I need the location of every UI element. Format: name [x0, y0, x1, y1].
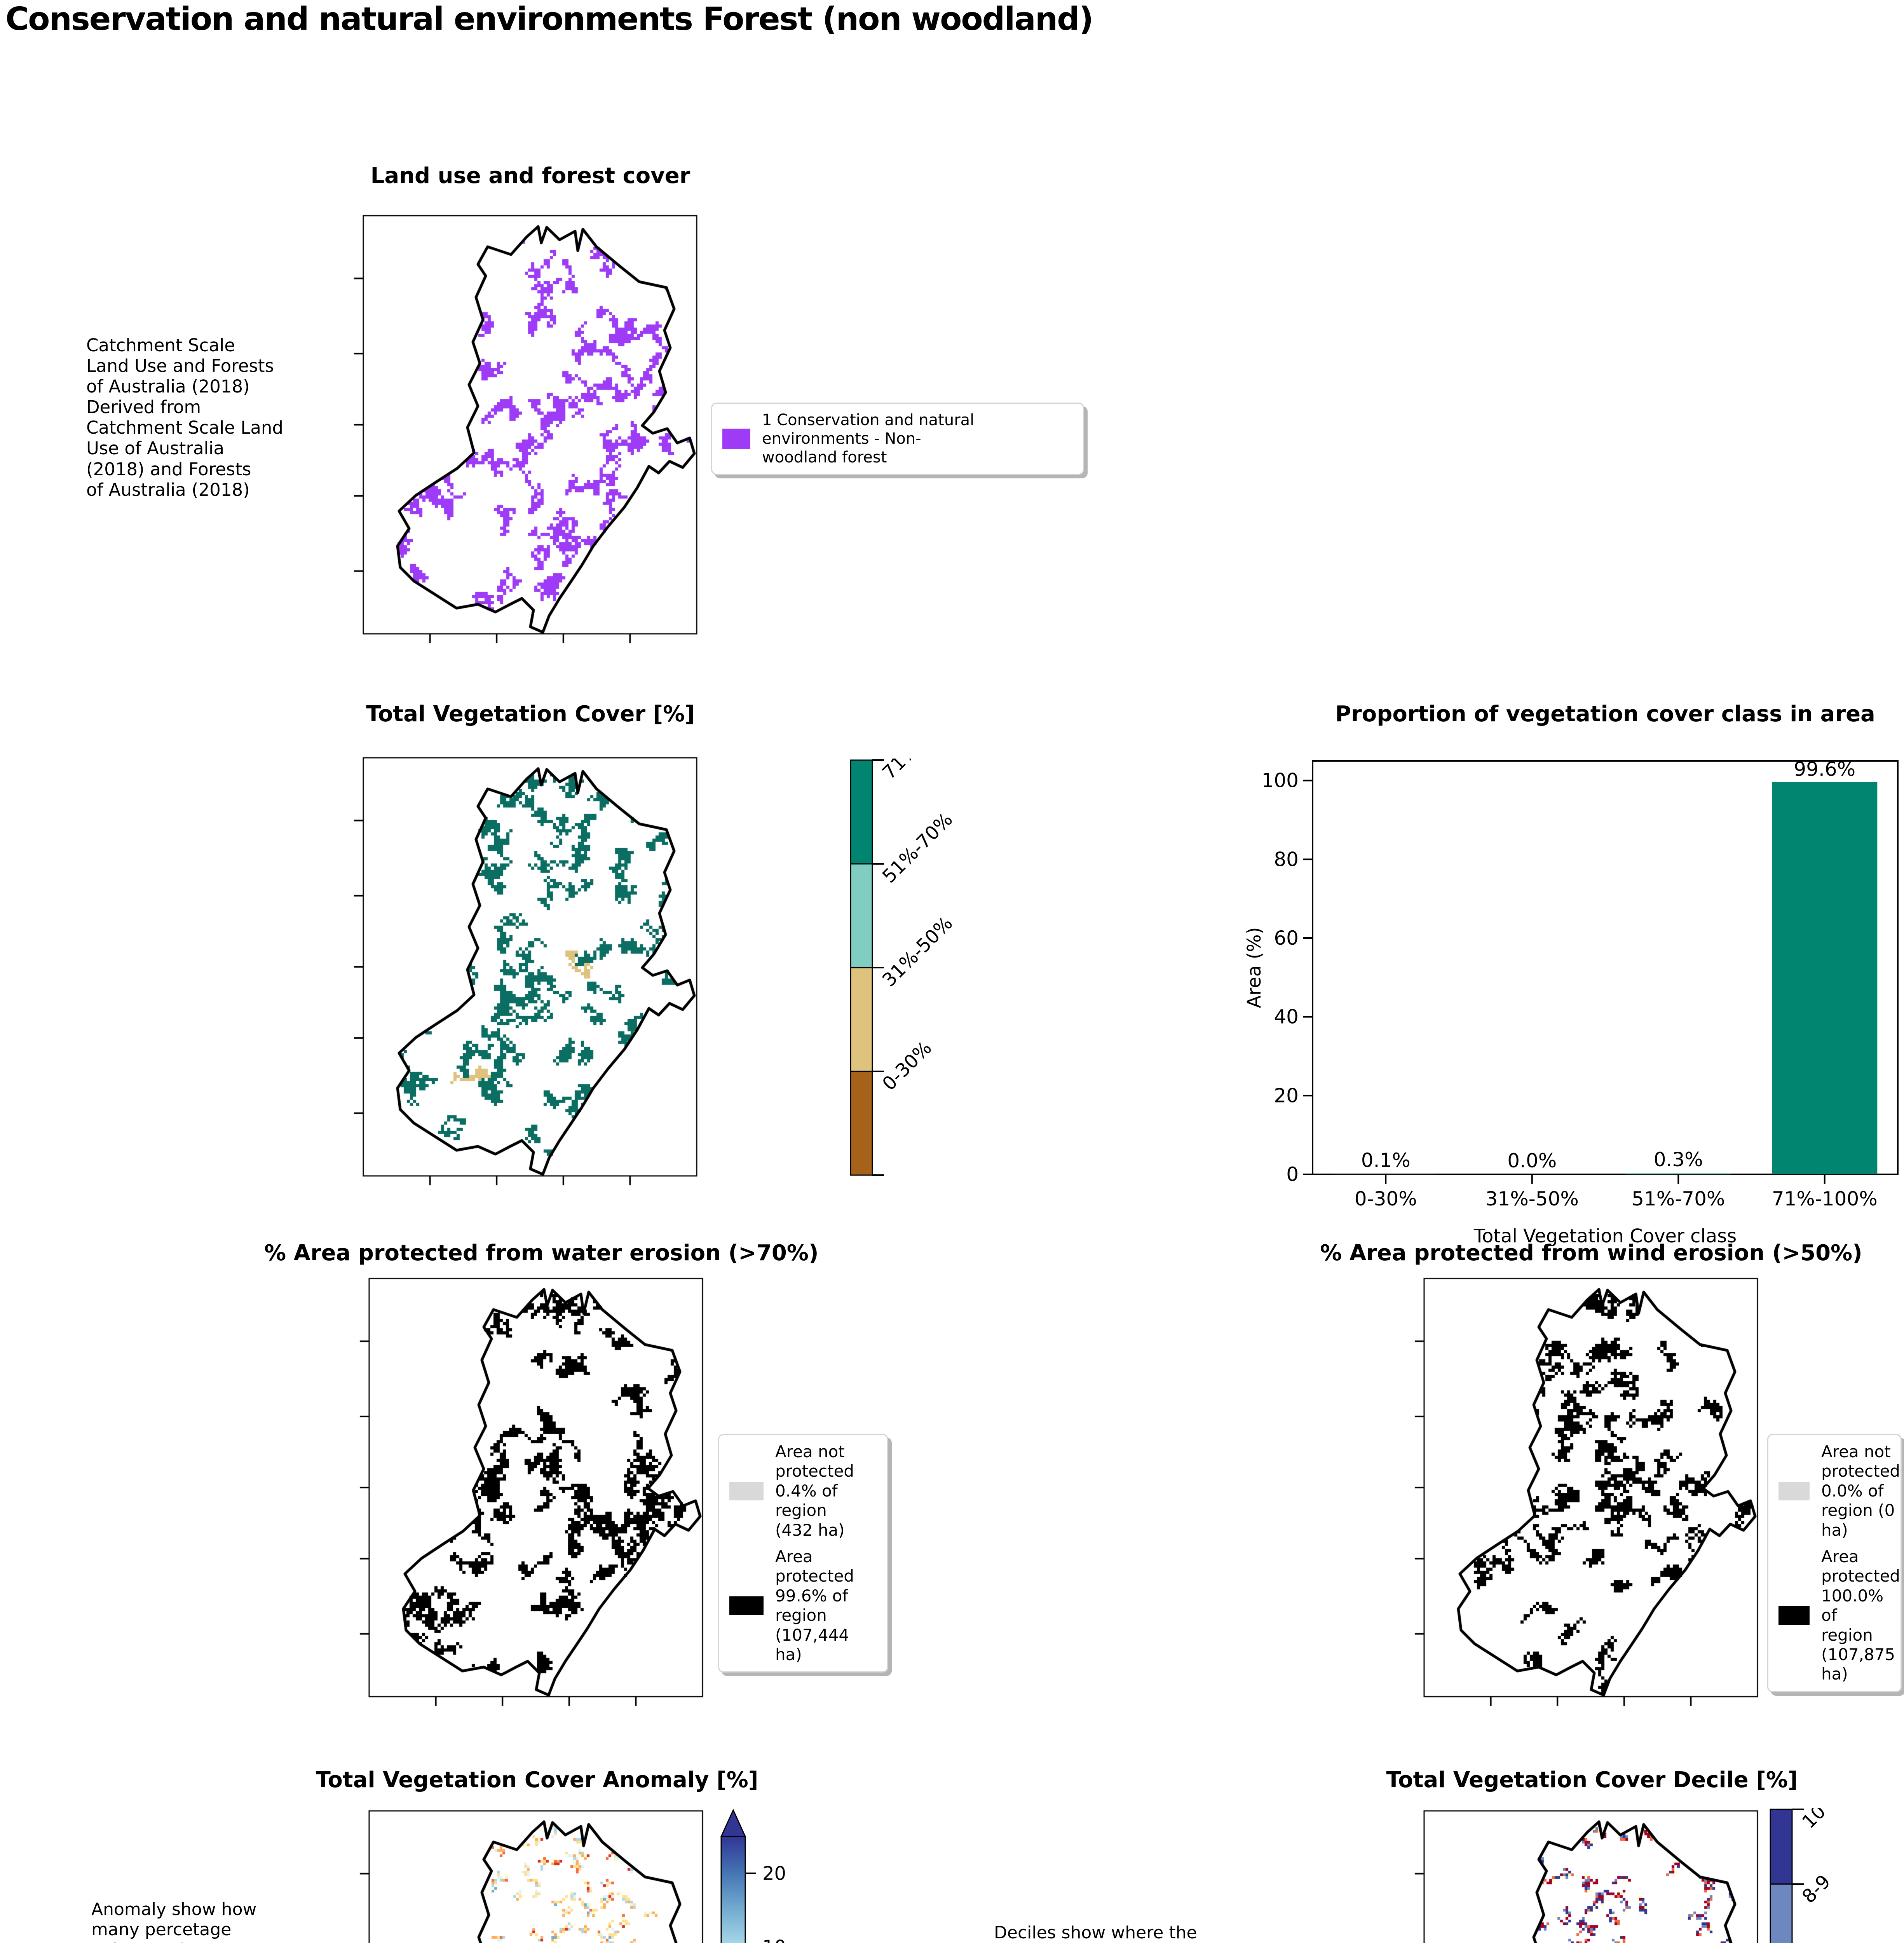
wind-protected-swatch — [1778, 1606, 1810, 1625]
landuse-legend: 1 Conservation and natural environments … — [711, 403, 1084, 475]
vegcover-map — [345, 755, 707, 1195]
water-title: % Area protected from water erosion (>70… — [264, 1240, 819, 1266]
proportion-title: Proportion of vegetation cover class in … — [1335, 701, 1875, 727]
anomaly-caption: Anomaly show how many percetage points e… — [91, 1899, 257, 1943]
svg-text:100: 100 — [1262, 769, 1299, 792]
wind-legend: Area not protected 0.0% of region (0 ha)… — [1767, 1434, 1902, 1692]
anomaly-title: Total Vegetation Cover Anomaly [%] — [316, 1767, 758, 1793]
landuse-legend-swatch — [722, 429, 750, 449]
anomaly-colorbar: 20100−10−20 — [720, 1809, 786, 1943]
svg-text:51%-70%: 51%-70% — [878, 809, 957, 888]
water-legend-item-notprotected: Area not protected 0.4% of region (432 h… — [729, 1442, 877, 1540]
svg-text:20: 20 — [762, 1863, 786, 1885]
svg-text:0.3%: 0.3% — [1654, 1148, 1703, 1171]
vegcover-colorbar: 71%-100% 51%-70% 31%-50% 0-30% — [850, 759, 965, 1176]
landuse-title: Land use and forest cover — [370, 163, 690, 188]
svg-text:10: 10 — [762, 1936, 786, 1943]
svg-text:Total Vegetation Cover class: Total Vegetation Cover class — [1473, 1225, 1737, 1247]
svg-text:31%-50%: 31%-50% — [1486, 1188, 1579, 1210]
wind-legend-item-notprotected: Area not protected 0.0% of region (0 ha) — [1778, 1442, 1900, 1540]
page-title: Conservation and natural environments Fo… — [5, 1, 1093, 38]
landuse-legend-label: 1 Conservation and natural environments … — [762, 411, 975, 466]
wind-title: % Area protected from wind erosion (>50%… — [1320, 1240, 1862, 1266]
svg-text:0-30%: 0-30% — [1355, 1188, 1417, 1210]
svg-text:10: 10 — [1798, 1808, 1830, 1833]
svg-text:40: 40 — [1274, 1006, 1299, 1028]
svg-text:0-30%: 0-30% — [878, 1037, 936, 1095]
svg-text:71%-100%: 71%-100% — [878, 759, 965, 783]
wind-map — [1406, 1276, 1768, 1715]
landuse-caption: Catchment Scale Land Use and Forests of … — [86, 335, 283, 500]
svg-text:80: 80 — [1274, 848, 1299, 870]
svg-text:0.1%: 0.1% — [1361, 1149, 1411, 1172]
svg-text:Area (%): Area (%) — [1243, 927, 1265, 1008]
decile-colorbar: 108-94-72-31 — [1770, 1808, 1835, 1943]
decile-title: Total Vegetation Cover Decile [%] — [1386, 1767, 1798, 1793]
proportion-bar-chart: 0 20 40 60 80 100 0.1% 0-30% 0.0% 31%-50% 0.3% 51%-… — [1243, 758, 1899, 1247]
svg-text:0: 0 — [1286, 1163, 1299, 1186]
wind-legend-item-protected: Area protected 100.0% of region (107,875… — [1778, 1547, 1900, 1684]
vegcover-title: Total Vegetation Cover [%] — [366, 701, 695, 727]
svg-text:20: 20 — [1274, 1084, 1299, 1107]
water-protected-label: Area protected 99.6% of region (107,444 … — [775, 1547, 854, 1664]
wind-notprotected-label: Area not protected 0.0% of region (0 ha) — [1821, 1442, 1901, 1540]
water-notprotected-label: Area not protected 0.4% of region (432 h… — [775, 1442, 854, 1540]
decile-map — [1406, 1809, 1768, 1943]
svg-text:60: 60 — [1274, 927, 1299, 949]
svg-text:71%-100%: 71%-100% — [1772, 1188, 1878, 1210]
water-legend: Area not protected 0.4% of region (432 h… — [718, 1434, 888, 1673]
water-protected-swatch — [729, 1596, 764, 1615]
wind-notprotected-swatch — [1778, 1481, 1810, 1500]
water-map — [351, 1276, 713, 1715]
svg-text:51%-70%: 51%-70% — [1632, 1188, 1725, 1210]
water-notprotected-swatch — [729, 1481, 764, 1500]
decile-caption: Deciles show where the pixel value lies … — [994, 1923, 1197, 1943]
landuse-map — [345, 213, 707, 652]
anomaly-map — [351, 1809, 713, 1943]
wind-protected-label: Area protected 100.0% of region (107,875… — [1821, 1547, 1901, 1684]
svg-text:0.0%: 0.0% — [1507, 1149, 1557, 1172]
water-legend-item-protected: Area protected 99.6% of region (107,444 … — [729, 1547, 877, 1664]
svg-text:99.6%: 99.6% — [1794, 758, 1855, 781]
svg-text:8-9: 8-9 — [1798, 1871, 1835, 1908]
svg-text:31%-50%: 31%-50% — [878, 912, 957, 991]
